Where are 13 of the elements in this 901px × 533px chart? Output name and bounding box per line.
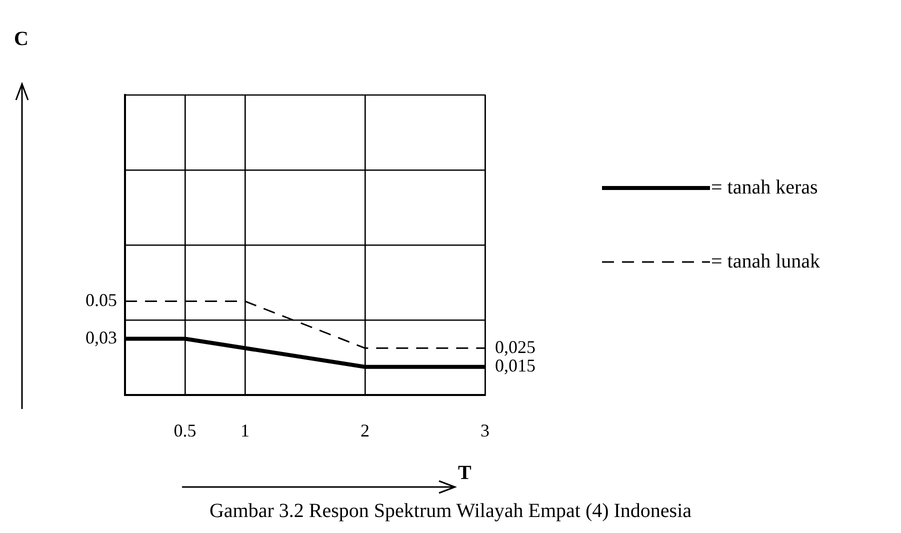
x-tick-label: 1 [240,420,250,441]
x-tick-label: 2 [360,420,370,441]
y2-tick-label: 0,025 [495,336,536,357]
y2-tick-label: 0,015 [495,356,536,376]
y-tick-label: 0,03 [86,327,117,348]
y-tick-label: 0.05 [86,290,117,310]
x-tick-label: 0.5 [174,420,196,441]
x-axis-title: T [458,462,472,485]
y-axis-title: C [14,28,28,51]
text: Gambar 3.2 Respon Spektrum Wilayah Empat (4) Indonesia [208,500,693,523]
legend-label: = tanah lunak [711,250,820,272]
x-tick-label: 3 [480,420,490,441]
legend-label: = tanah keras [711,176,818,198]
